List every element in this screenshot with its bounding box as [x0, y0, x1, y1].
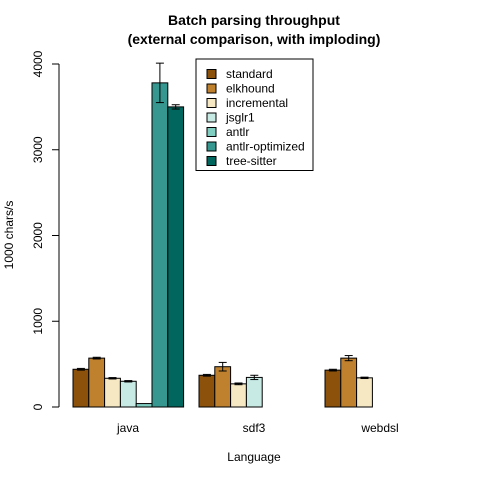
- x-axis-labels: java sdf3 webdsl: [116, 421, 399, 435]
- legend-swatch-tree-sitter: [206, 156, 217, 166]
- y-axis-label: 1000 chars/s: [2, 201, 16, 270]
- bar-sdf3-jsglr1: [245, 376, 263, 408]
- bar-webdsl-standard: [324, 369, 342, 408]
- legend-swatch-incremental: [206, 98, 217, 108]
- bar-webdsl-elkhound: [340, 357, 358, 408]
- bars: [72, 62, 373, 408]
- bar-java-jsglr1: [119, 380, 137, 408]
- bar-sdf3-elkhound: [214, 366, 232, 408]
- y-tick-label-1: 1000: [31, 308, 45, 335]
- bar-java-incremental: [104, 377, 121, 408]
- legend-swatch-antlr-optimized: [206, 141, 217, 152]
- bar-sdf3-incremental: [230, 383, 247, 408]
- legend-swatch-jsglr1: [206, 112, 217, 123]
- x-tick-label-java: java: [116, 421, 139, 435]
- legend-swatch-elkhound: [206, 83, 217, 94]
- x-tick-label-sdf3: sdf3: [243, 421, 266, 435]
- y-tick-label-4: 4000: [31, 50, 45, 77]
- y-tick-label-0: 0: [31, 403, 45, 410]
- y-tick-label-3: 3000: [31, 136, 45, 163]
- x-tick-label-webdsl: webdsl: [360, 421, 398, 435]
- legend: standardelkhoundincrementaljsglr1antlran…: [195, 58, 314, 171]
- bar-java-tree-sitter: [167, 106, 185, 408]
- legend-swatch-antlr: [206, 127, 217, 137]
- legend-label-tree-sitter: tree-sitter: [226, 154, 277, 168]
- legend-label-antlr: antlr: [226, 125, 249, 139]
- x-axis-label: Language: [227, 450, 281, 464]
- chart-title-line-2: (external comparison, with imploding): [128, 31, 381, 47]
- bar-webdsl-incremental: [356, 377, 373, 408]
- legend-label-incremental: incremental: [226, 96, 288, 110]
- legend-label-jsglr1: jsglr1: [225, 111, 255, 125]
- legend-swatch-standard: [206, 69, 217, 79]
- legend-label-standard: standard: [226, 67, 273, 81]
- bar-java-antlr-optimized: [151, 82, 169, 408]
- legend-label-antlr-optimized: antlr-optimized: [226, 140, 305, 154]
- bar-sdf3-standard: [198, 374, 216, 408]
- bar-java-elkhound: [88, 357, 106, 408]
- y-axis: 0 1000 2000 3000 4000: [31, 50, 60, 410]
- chart-title-line-1: Batch parsing throughput: [168, 12, 340, 28]
- y-tick-label-2: 2000: [31, 222, 45, 249]
- bar-java-standard: [72, 368, 90, 408]
- bar-java-antlr: [135, 403, 153, 408]
- legend-label-elkhound: elkhound: [226, 82, 275, 96]
